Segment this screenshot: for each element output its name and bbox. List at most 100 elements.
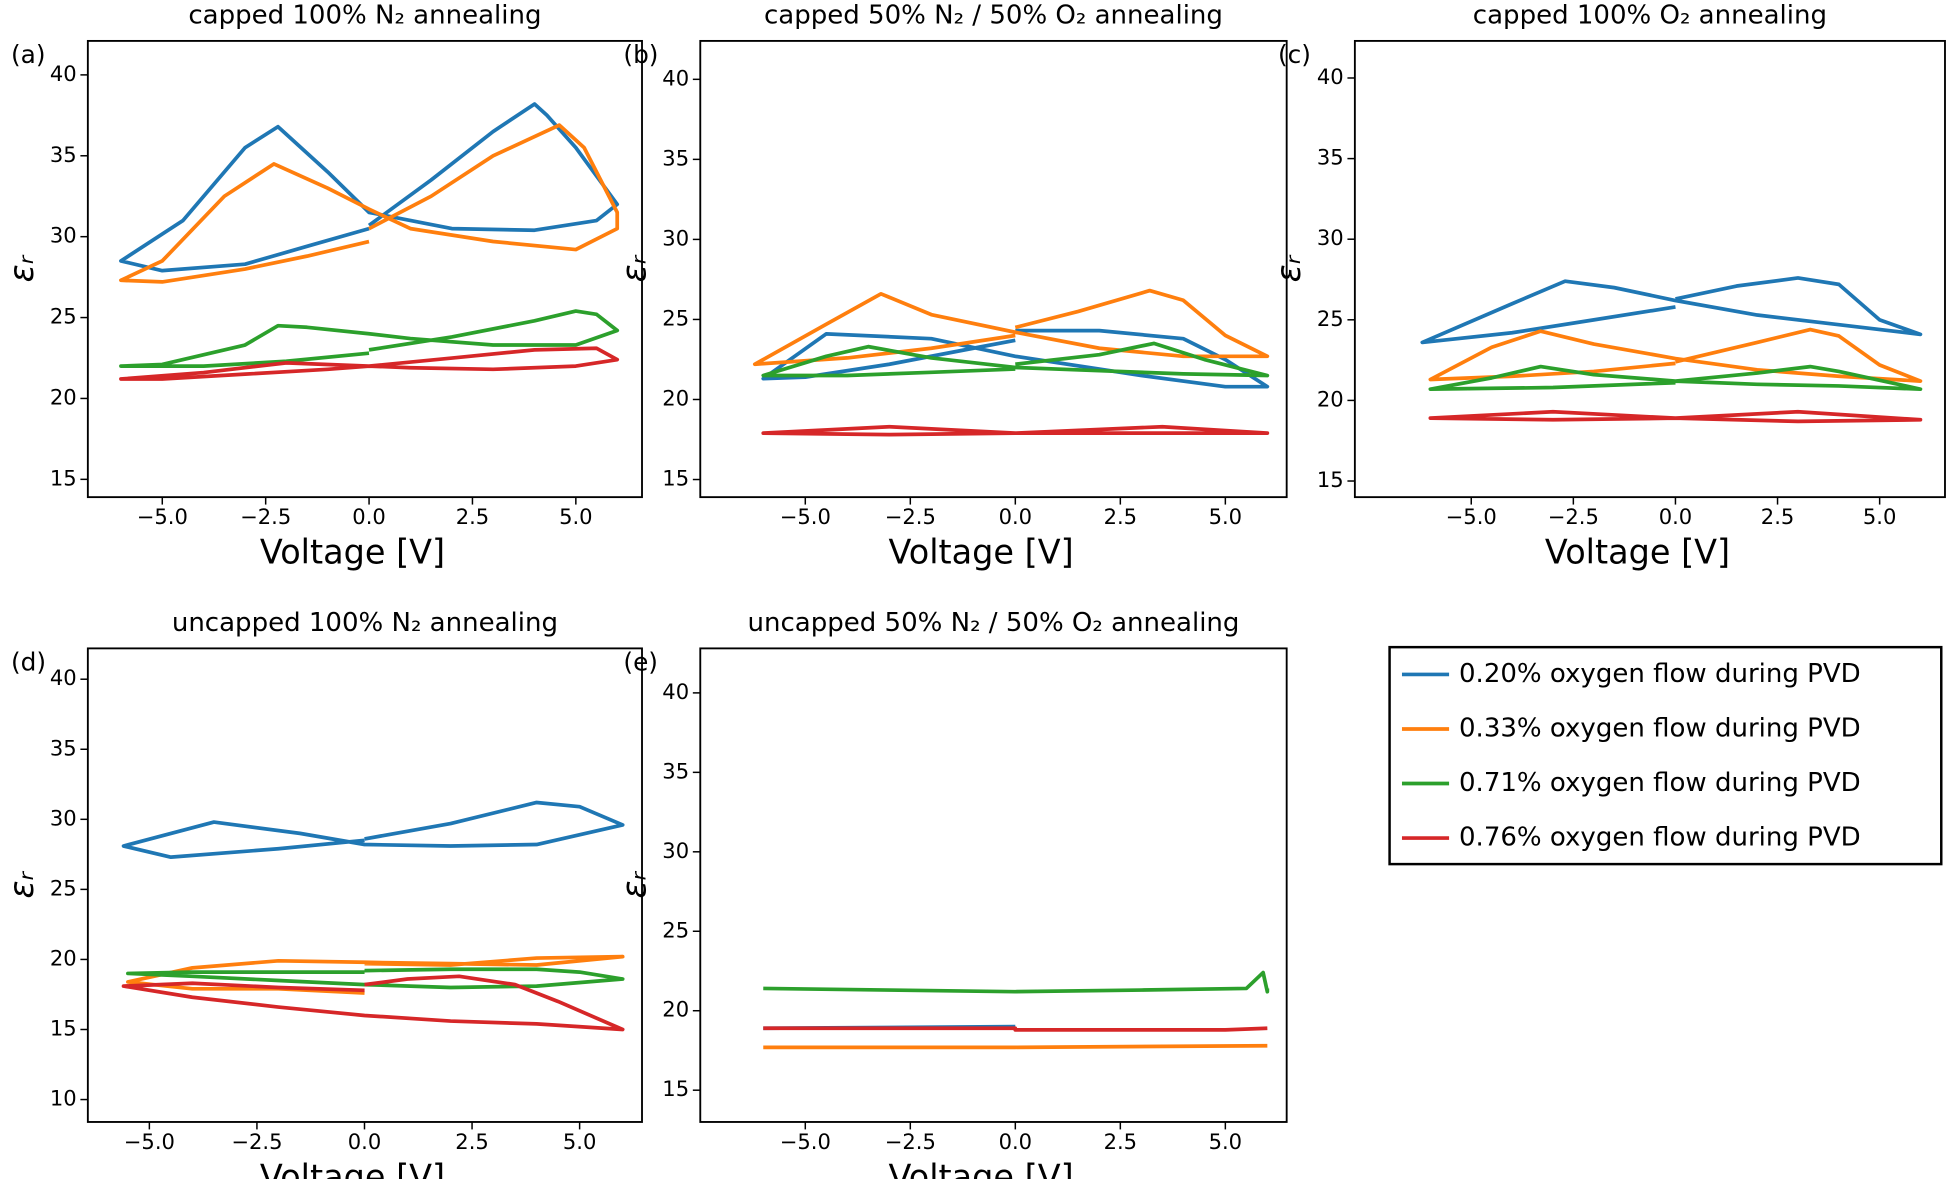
x-tick-label: 2.5 — [1104, 504, 1138, 529]
y-tick-label: 15 — [50, 1015, 77, 1040]
panel-label: (d) — [11, 647, 46, 676]
data-line — [119, 123, 620, 284]
y-tick-label: 35 — [662, 145, 689, 170]
x-axis-label: Voltage [V] — [1545, 533, 1730, 572]
data-line — [761, 424, 1270, 437]
data-line — [763, 1043, 1268, 1050]
y-tick-label: 30 — [662, 225, 689, 250]
y-tick-label: 15 — [662, 1076, 689, 1101]
x-tick-label: −5.0 — [1446, 504, 1497, 529]
y-tick-label: 15 — [1317, 467, 1344, 492]
y-tick-label: 40 — [50, 61, 77, 86]
x-tick-label: −5.0 — [780, 1129, 831, 1154]
y-tick-label: 20 — [1317, 386, 1344, 411]
data-line — [763, 1026, 1268, 1032]
x-tick-label: 5.0 — [563, 1129, 597, 1154]
y-tick-label: 40 — [1317, 64, 1344, 89]
y-axis-label: εᵣ — [614, 254, 653, 282]
legend-box — [1388, 645, 1943, 866]
x-tick-label: −5.0 — [780, 504, 831, 529]
chart-title: capped 50% N₂ / 50% O₂ annealing — [764, 1, 1223, 31]
legend-label: 0.33% oxygen flow during PVD — [1459, 713, 1861, 743]
x-tick-label: 2.5 — [456, 504, 490, 529]
x-axis-label: Voltage [V] — [888, 1158, 1073, 1179]
panel-label: (a) — [11, 40, 46, 69]
legend-label: 0.71% oxygen flow during PVD — [1459, 768, 1861, 798]
chart-title: uncapped 100% N₂ annealing — [172, 608, 558, 638]
data-line — [126, 967, 625, 990]
x-tick-label: 0.0 — [348, 1129, 382, 1154]
y-tick-label: 15 — [50, 465, 77, 490]
data-line — [119, 309, 620, 368]
y-tick-label: 20 — [662, 997, 689, 1022]
data-line — [761, 328, 1270, 389]
y-tick-label: 15 — [662, 466, 689, 491]
x-tick-label: 0.0 — [999, 1129, 1033, 1154]
x-tick-label: −2.5 — [885, 1129, 936, 1154]
x-tick-label: −5.0 — [124, 1129, 175, 1154]
panel-label: (b) — [623, 40, 658, 69]
plot-frame — [699, 39, 1288, 499]
y-axis-label: εᵣ — [614, 870, 653, 898]
plot-frame — [1353, 39, 1946, 499]
x-tick-label: 5.0 — [559, 504, 593, 529]
x-tick-label: 5.0 — [1863, 504, 1897, 529]
data-line — [763, 970, 1270, 994]
y-tick-label: 20 — [50, 945, 77, 970]
y-tick-label: 40 — [662, 679, 689, 704]
data-line — [121, 800, 625, 860]
x-tick-label: −2.5 — [240, 504, 291, 529]
plot-frame — [86, 647, 643, 1123]
y-tick-label: 10 — [50, 1086, 77, 1111]
x-tick-label: 5.0 — [1209, 1129, 1243, 1154]
chart-title: uncapped 50% N₂ / 50% O₂ annealing — [748, 608, 1240, 638]
y-tick-label: 25 — [50, 875, 77, 900]
y-axis-label: εᵣ — [2, 870, 41, 898]
x-tick-label: 2.5 — [1104, 1129, 1138, 1154]
y-tick-label: 30 — [1317, 225, 1344, 250]
x-axis-label: Voltage [V] — [260, 1158, 445, 1179]
y-tick-label: 20 — [662, 385, 689, 410]
chart-title: capped 100% O₂ annealing — [1473, 1, 1827, 31]
x-tick-label: −2.5 — [1548, 504, 1599, 529]
x-axis-label: Voltage [V] — [260, 533, 445, 572]
x-tick-label: 2.5 — [455, 1129, 489, 1154]
y-tick-label: 35 — [1317, 145, 1344, 170]
y-tick-label: 40 — [662, 65, 689, 90]
chart-title: capped 100% N₂ annealing — [188, 1, 541, 31]
data-line — [1428, 364, 1923, 392]
panel-label: (c) — [1278, 40, 1311, 69]
y-tick-label: 40 — [50, 665, 77, 690]
x-tick-label: −5.0 — [137, 504, 188, 529]
data-line — [119, 102, 620, 273]
data-line — [752, 288, 1270, 367]
x-tick-label: 0.0 — [999, 504, 1033, 529]
y-tick-label: 35 — [662, 758, 689, 783]
y-tick-label: 25 — [662, 917, 689, 942]
plot-frame — [699, 647, 1288, 1123]
panel-label: (e) — [623, 647, 658, 676]
data-line — [1428, 327, 1923, 383]
y-tick-label: 35 — [50, 142, 77, 167]
y-tick-label: 30 — [662, 838, 689, 863]
x-tick-label: 2.5 — [1761, 504, 1795, 529]
y-tick-label: 30 — [50, 805, 77, 830]
data-line — [1428, 409, 1923, 424]
y-tick-label: 25 — [1317, 306, 1344, 331]
y-tick-label: 25 — [662, 305, 689, 330]
data-line — [121, 974, 625, 1032]
data-line — [761, 341, 1270, 378]
data-line — [126, 954, 625, 995]
x-tick-label: −2.5 — [231, 1129, 282, 1154]
data-line — [1420, 276, 1923, 345]
x-tick-label: 0.0 — [1659, 504, 1693, 529]
legend-label: 0.76% oxygen flow during PVD — [1459, 823, 1861, 853]
x-tick-label: 5.0 — [1209, 504, 1243, 529]
y-axis-label: εᵣ — [1269, 254, 1308, 282]
x-tick-label: 0.0 — [352, 504, 386, 529]
data-line — [119, 346, 620, 381]
y-tick-label: 35 — [50, 735, 77, 760]
y-tick-label: 25 — [50, 304, 77, 329]
